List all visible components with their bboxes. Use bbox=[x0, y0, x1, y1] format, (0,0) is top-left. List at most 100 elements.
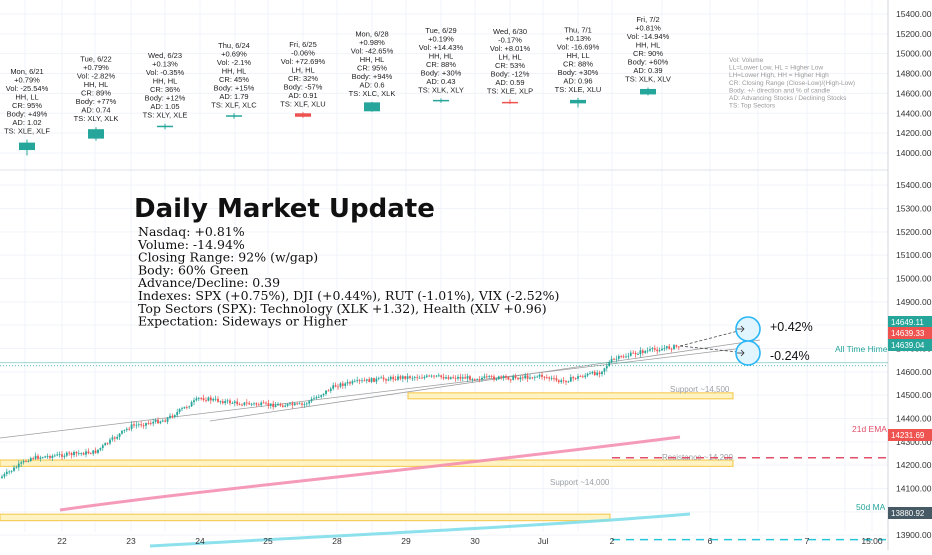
intraday-candle bbox=[673, 345, 675, 350]
intraday-candle bbox=[442, 377, 445, 379]
price-badge-label: 14639.04 bbox=[891, 341, 925, 350]
intraday-candle bbox=[200, 398, 203, 399]
daily-stat-line: Body: +49% bbox=[7, 110, 48, 119]
intraday-candle bbox=[421, 377, 423, 379]
daily-stat-line: CR: 32% bbox=[288, 74, 318, 83]
daily-stat-line: -0.06% bbox=[291, 48, 315, 57]
daily-stat-line: Body: +30% bbox=[558, 68, 599, 77]
intraday-candle bbox=[269, 403, 272, 406]
intraday-candle bbox=[637, 354, 639, 355]
ma-label: 50d MA bbox=[856, 502, 886, 512]
time-axis: 22 23 24 25 28 29 30 Jul 2 6 7 15:00 bbox=[57, 536, 883, 546]
intraday-candle bbox=[365, 379, 368, 381]
daily-stat-line: Fri, 7/2 bbox=[636, 15, 659, 24]
price-badge-label: 13880.92 bbox=[891, 509, 925, 518]
price-tick-label: 15000.00 bbox=[896, 274, 932, 284]
intraday-candle bbox=[548, 377, 551, 379]
intraday-candle bbox=[53, 455, 56, 457]
intraday-candle bbox=[219, 401, 222, 403]
intraday-candle bbox=[454, 377, 457, 379]
intraday-candle bbox=[433, 375, 435, 377]
price-tick-label: 14000.00 bbox=[896, 148, 932, 158]
intraday-candle bbox=[581, 376, 584, 378]
daily-stat-line: Wed, 6/23 bbox=[148, 51, 182, 60]
intraday-candle bbox=[214, 398, 217, 400]
intraday-candle bbox=[625, 356, 627, 358]
intraday-candle bbox=[380, 377, 383, 379]
price-tick-label: 14400.00 bbox=[896, 414, 932, 424]
intraday-candle bbox=[133, 424, 135, 426]
intraday-candle bbox=[185, 407, 188, 408]
daily-stat-line: +0.79% bbox=[14, 76, 40, 85]
projection-down-label: -0.24% bbox=[770, 349, 810, 363]
intraday-candle bbox=[418, 377, 421, 379]
intraday-candle bbox=[190, 402, 193, 407]
intraday-candle bbox=[603, 368, 606, 372]
intraday-candle bbox=[505, 376, 507, 378]
intraday-candle bbox=[397, 376, 399, 380]
intraday-candle bbox=[476, 379, 479, 380]
intraday-candle bbox=[385, 379, 387, 381]
intraday-candle bbox=[5, 471, 8, 475]
intraday-candle bbox=[550, 378, 553, 380]
daily-candle bbox=[295, 113, 311, 117]
intraday-candle bbox=[329, 388, 332, 391]
legend-line: LH=Lower High, HH = Higher High bbox=[729, 72, 829, 79]
daily-stat-line: Vol: -0.35% bbox=[146, 68, 185, 77]
time-tick-label: 25 bbox=[263, 536, 273, 546]
intraday-candle bbox=[339, 383, 342, 387]
intraday-candle bbox=[320, 395, 323, 397]
intraday-candle bbox=[531, 377, 534, 379]
intraday-candle bbox=[490, 376, 493, 377]
intraday-candle bbox=[217, 398, 219, 402]
daily-stat-line: Vol: -42.65% bbox=[351, 46, 394, 55]
intraday-candle bbox=[293, 403, 296, 406]
intraday-candle bbox=[25, 461, 27, 462]
daily-stat-line: CR: 36% bbox=[150, 85, 180, 94]
intraday-candle bbox=[481, 377, 483, 380]
daily-stat-line: +0.81% bbox=[635, 23, 661, 32]
price-badge-label: 14649.11 bbox=[891, 318, 924, 327]
zone-rect bbox=[407, 392, 734, 400]
intraday-candle bbox=[416, 377, 419, 379]
daily-stat-line: HH, HL bbox=[429, 51, 454, 60]
intraday-candle bbox=[70, 453, 73, 456]
intraday-candle bbox=[668, 346, 671, 349]
intraday-candle bbox=[130, 424, 133, 429]
intraday-candle bbox=[478, 379, 481, 380]
price-tick-label: 14800.00 bbox=[896, 69, 932, 79]
daily-stat-line: +0.13% bbox=[152, 60, 178, 69]
intraday-candle bbox=[181, 408, 183, 410]
intraday-candle bbox=[497, 376, 500, 380]
intraday-candle bbox=[145, 423, 147, 426]
daily-stat-line: Thu, 6/24 bbox=[218, 41, 250, 50]
intraday-candle bbox=[183, 407, 186, 409]
intraday-candle bbox=[577, 376, 579, 379]
intraday-candle bbox=[3, 474, 6, 477]
intraday-candle bbox=[377, 377, 380, 379]
summary-line: Closing Range: 92% (w/gap) bbox=[138, 250, 318, 265]
intraday-candle bbox=[349, 382, 351, 384]
intraday-candle bbox=[159, 421, 162, 424]
vertical-gridlines bbox=[24, 0, 873, 532]
summary-line: Nasdaq: +0.81% bbox=[138, 224, 245, 239]
intraday-candle bbox=[202, 398, 205, 401]
intraday-candle bbox=[65, 452, 68, 456]
daily-stat-line: AD: 0.96 bbox=[563, 76, 592, 85]
intraday-candle bbox=[363, 380, 366, 382]
ath-label: All Time Hime bbox=[835, 344, 888, 354]
intraday-candles bbox=[1, 343, 680, 479]
daily-stat-line: AD: 1.02 bbox=[12, 118, 41, 127]
intraday-candle bbox=[471, 379, 474, 380]
daily-candle bbox=[88, 129, 104, 139]
intraday-candle bbox=[675, 345, 678, 347]
daily-stat-line: AD: 0.6 bbox=[359, 80, 384, 89]
intraday-candle bbox=[245, 402, 248, 404]
price-badges: 14649.11 14639.33 14639.04 14231.69 13880.92 bbox=[888, 316, 932, 519]
intraday-candle bbox=[101, 445, 104, 449]
daily-stat-line: Fri, 6/25 bbox=[289, 40, 317, 49]
intraday-candle bbox=[449, 377, 452, 379]
daily-candle bbox=[226, 115, 242, 117]
intraday-candle bbox=[437, 375, 440, 377]
